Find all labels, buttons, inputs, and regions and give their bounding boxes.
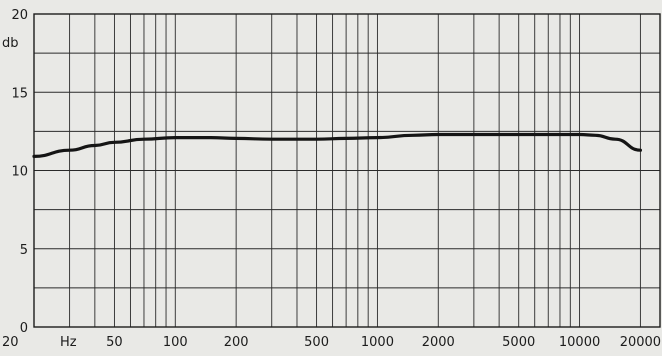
x-tick-label: 20000 [620, 335, 661, 350]
y-tick-label: 15 [11, 86, 28, 101]
x-tick-label: 50 [106, 335, 123, 350]
grid [33, 13, 661, 328]
y-tick-label: 20 [11, 8, 28, 23]
x-tick-label: 1000 [361, 335, 394, 350]
x-tick-label: 2000 [422, 335, 455, 350]
x-tick-label: 10000 [559, 335, 600, 350]
plot-frame [33, 13, 661, 328]
y-tick-label: 10 [11, 165, 28, 180]
x-tick-label: 100 [163, 335, 188, 350]
response-curve [32, 132, 642, 158]
x-axis-unit: Hz [60, 335, 77, 350]
y-tick-label: 0 [20, 321, 28, 336]
y-axis-unit: db [2, 36, 19, 51]
y-tick-label: 5 [20, 243, 28, 258]
x-tick-label: 5000 [502, 335, 535, 350]
x-tick-label: 200 [224, 335, 249, 350]
x-tick-label: 20 [2, 335, 19, 350]
x-tick-label: 500 [304, 335, 329, 350]
tick-labels: 0 5 10 15 20 20 50 100 200 500 1000 2000 5000 10000 20… [2, 8, 661, 350]
series-layer [32, 132, 642, 158]
